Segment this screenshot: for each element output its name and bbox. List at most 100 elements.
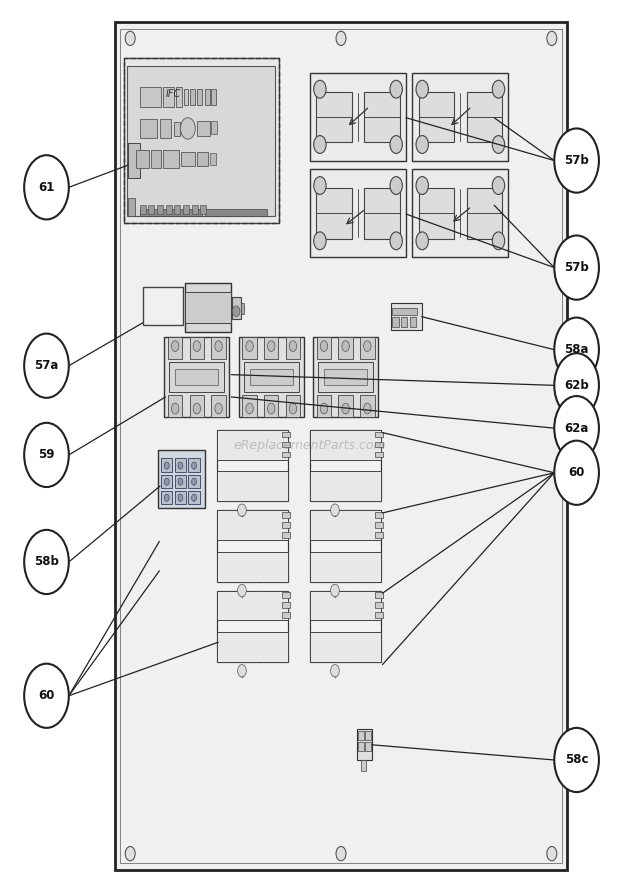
Circle shape <box>193 341 201 351</box>
Bar <box>316 92 352 142</box>
Bar <box>124 58 279 223</box>
Circle shape <box>314 80 326 98</box>
Text: 61: 61 <box>38 181 55 194</box>
Circle shape <box>192 462 197 469</box>
Bar <box>217 430 288 501</box>
Bar <box>120 29 562 863</box>
Circle shape <box>554 128 599 193</box>
Circle shape <box>180 118 195 139</box>
Circle shape <box>416 136 428 153</box>
Bar <box>128 198 135 216</box>
Bar <box>175 475 186 488</box>
Bar <box>310 430 381 460</box>
Bar <box>364 188 400 238</box>
Bar <box>286 395 300 417</box>
Bar <box>176 87 182 107</box>
Bar <box>412 169 508 257</box>
Text: 58c: 58c <box>565 754 588 766</box>
Bar <box>197 121 210 136</box>
Bar <box>160 119 171 138</box>
Circle shape <box>416 232 428 250</box>
Bar <box>158 450 205 508</box>
Circle shape <box>554 235 599 300</box>
Bar <box>211 121 217 134</box>
Bar <box>244 362 299 392</box>
Circle shape <box>237 665 246 677</box>
Bar <box>197 89 202 105</box>
Bar <box>466 92 502 142</box>
Bar <box>282 522 290 527</box>
Bar <box>375 451 383 458</box>
Circle shape <box>164 494 169 501</box>
Circle shape <box>192 478 197 485</box>
Text: 62b: 62b <box>564 379 589 392</box>
Bar <box>175 458 186 472</box>
Bar <box>175 369 218 385</box>
Circle shape <box>330 504 339 516</box>
Text: 60: 60 <box>569 467 585 479</box>
Bar <box>217 591 288 662</box>
Circle shape <box>390 136 402 153</box>
Text: *: * <box>334 515 336 520</box>
Bar <box>188 475 200 488</box>
Bar <box>161 491 172 504</box>
Circle shape <box>192 494 197 501</box>
Bar <box>183 205 189 214</box>
Circle shape <box>416 80 428 98</box>
Bar <box>391 303 422 330</box>
Bar <box>188 458 200 472</box>
Circle shape <box>390 232 402 250</box>
Circle shape <box>164 462 169 469</box>
Bar <box>418 188 454 238</box>
Bar <box>169 362 224 392</box>
Bar <box>140 119 157 138</box>
Text: *: * <box>241 595 243 600</box>
Bar <box>190 89 195 105</box>
Bar <box>166 205 172 214</box>
Bar <box>365 742 371 751</box>
Bar <box>140 87 161 107</box>
Circle shape <box>314 136 326 153</box>
Text: 60: 60 <box>38 690 55 702</box>
Bar <box>205 89 210 105</box>
Bar <box>175 491 186 504</box>
Bar <box>185 292 231 323</box>
Bar <box>264 395 278 417</box>
Bar <box>197 152 208 166</box>
Circle shape <box>492 136 505 153</box>
Bar <box>401 317 407 327</box>
Bar <box>250 369 293 385</box>
Bar <box>211 89 216 105</box>
Bar <box>140 209 202 216</box>
Bar <box>324 369 367 385</box>
Circle shape <box>390 177 402 194</box>
Bar <box>185 283 231 332</box>
Text: IFC: IFC <box>166 88 181 99</box>
Circle shape <box>320 341 327 351</box>
Bar <box>375 602 383 607</box>
Bar <box>264 337 278 359</box>
Text: *: * <box>334 675 336 681</box>
Bar <box>310 510 381 582</box>
Circle shape <box>215 403 223 414</box>
Circle shape <box>215 341 223 351</box>
Circle shape <box>24 334 69 398</box>
Circle shape <box>171 341 179 351</box>
Circle shape <box>363 403 371 414</box>
Bar <box>282 602 290 607</box>
Bar <box>163 87 174 107</box>
Bar <box>282 512 290 517</box>
Bar <box>360 337 374 359</box>
Circle shape <box>554 441 599 505</box>
Circle shape <box>178 478 183 485</box>
Bar <box>282 442 290 447</box>
Bar <box>136 150 149 168</box>
Bar <box>210 153 216 165</box>
Circle shape <box>171 403 179 414</box>
Bar <box>364 92 400 142</box>
Text: 57b: 57b <box>564 154 589 167</box>
Circle shape <box>164 478 169 485</box>
Circle shape <box>125 31 135 45</box>
Bar <box>239 337 304 417</box>
Bar <box>360 395 374 417</box>
